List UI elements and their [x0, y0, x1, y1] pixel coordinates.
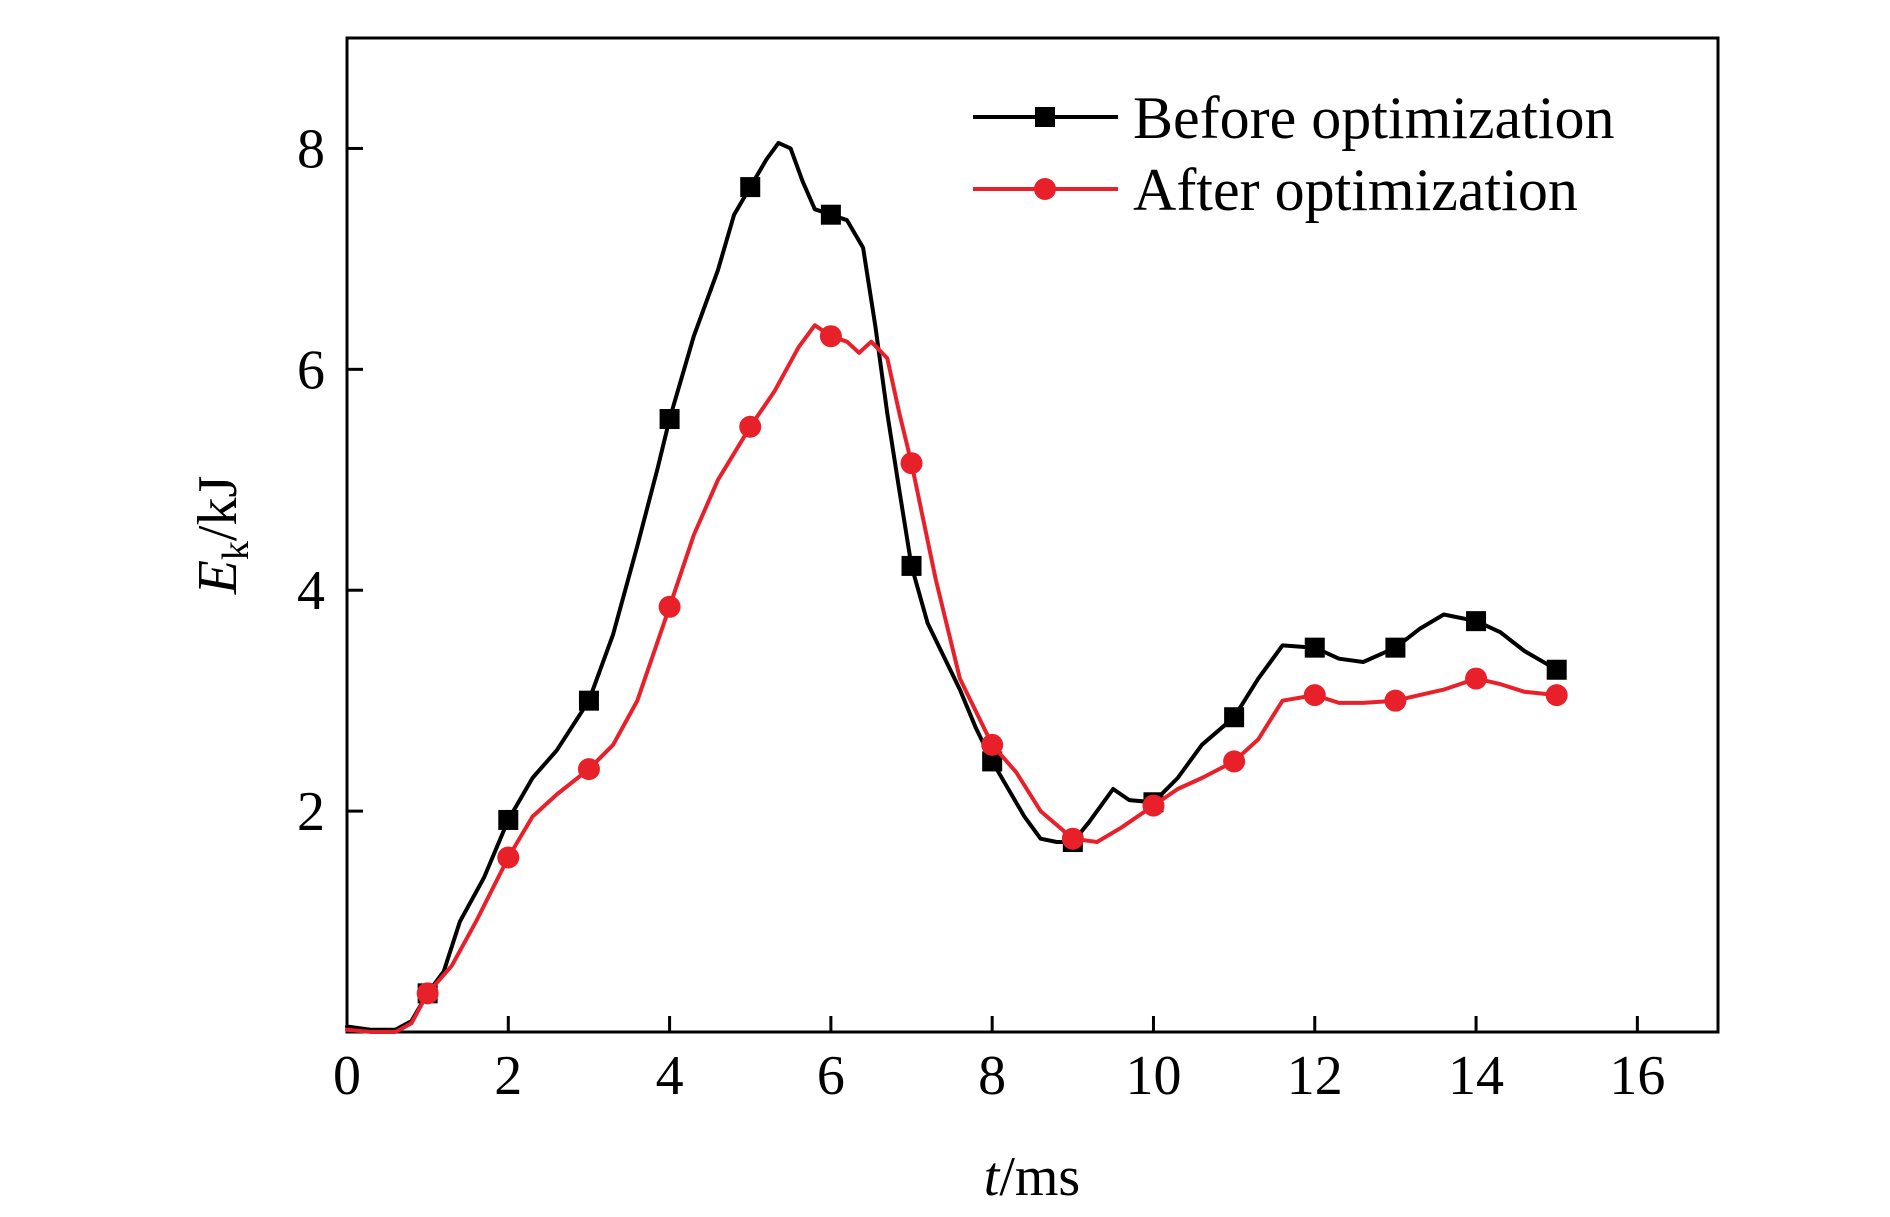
x-axis-title: t/ms — [984, 1146, 1080, 1208]
data-point-after — [1061, 827, 1084, 850]
y-axis-title-rest: /kJ — [187, 476, 249, 541]
data-point-before — [498, 809, 519, 830]
legend: Before optimization After optimization — [973, 85, 1615, 223]
legend-label-before: Before optimization — [1133, 85, 1615, 151]
series-layer — [345, 140, 1568, 1034]
x-tick-label: 2 — [494, 1045, 522, 1107]
data-point-after — [497, 846, 520, 869]
x-tick-label: 0 — [333, 1045, 361, 1107]
y-axis-title-italic: E — [187, 560, 249, 595]
data-point-after — [1223, 750, 1246, 773]
data-point-after — [981, 733, 1004, 756]
x-tick-label: 16 — [1609, 1045, 1665, 1107]
data-point-before — [1546, 659, 1567, 680]
legend-marker-after — [1034, 178, 1056, 200]
data-point-after — [577, 758, 600, 781]
series-line-after — [345, 323, 1559, 1034]
x-tick-label: 10 — [1125, 1045, 1181, 1107]
data-point-after — [416, 982, 439, 1005]
data-point-before — [1224, 707, 1245, 728]
data-point-before — [1304, 637, 1325, 658]
x-axis-title-italic: t — [984, 1146, 1001, 1208]
data-point-after — [1384, 689, 1407, 712]
data-point-after — [1303, 684, 1326, 707]
data-point-after — [1142, 794, 1165, 817]
data-point-after — [900, 452, 923, 475]
data-point-after — [819, 325, 842, 348]
data-point-before — [1466, 611, 1487, 632]
data-point-after — [1465, 667, 1488, 690]
data-point-after — [658, 595, 681, 618]
y-tick-label: 8 — [297, 118, 325, 180]
data-point-before — [740, 177, 761, 198]
y-axis: 2 4 6 8 — [297, 118, 363, 843]
legend-marker-before — [1035, 107, 1055, 127]
data-point-after — [739, 415, 762, 438]
x-tick-label: 12 — [1287, 1045, 1343, 1107]
x-tick-label: 14 — [1448, 1045, 1504, 1107]
y-tick-label: 6 — [297, 339, 325, 401]
data-point-before — [901, 555, 922, 576]
y-axis-title: Ek/kJ — [187, 476, 257, 596]
y-axis-title-sub: k — [215, 541, 257, 560]
data-point-before — [820, 204, 841, 225]
x-axis: 0 2 4 6 8 10 12 14 16 — [333, 1016, 1665, 1107]
data-point-before — [578, 690, 599, 711]
legend-label-after: After optimization — [1133, 157, 1578, 223]
x-axis-title-rest: /ms — [999, 1146, 1080, 1208]
y-tick-label: 2 — [297, 781, 325, 843]
series-line-before — [345, 140, 1559, 1032]
data-point-before — [659, 409, 680, 430]
x-tick-label: 6 — [817, 1045, 845, 1107]
x-tick-label: 8 — [978, 1045, 1006, 1107]
data-point-before — [982, 751, 1003, 772]
x-tick-label: 4 — [656, 1045, 684, 1107]
data-point-before — [1385, 637, 1406, 658]
data-point-after — [1545, 684, 1568, 707]
y-tick-label: 4 — [297, 560, 325, 622]
plot-frame — [345, 36, 1720, 1034]
